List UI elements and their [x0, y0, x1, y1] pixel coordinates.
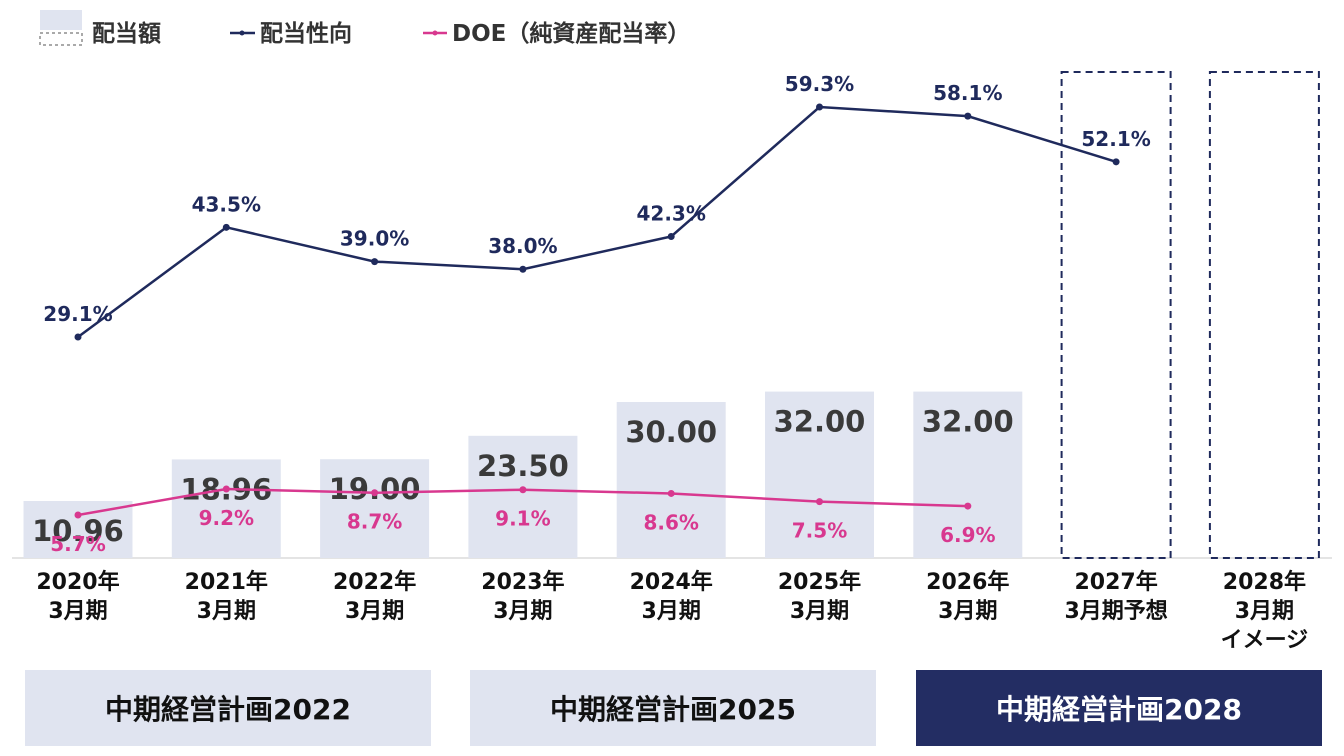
x-tick-label: 2026年 — [926, 569, 1009, 595]
doe-label: 8.7% — [347, 510, 402, 534]
doe-point — [816, 498, 823, 506]
legend-bar-swatch — [40, 10, 82, 30]
x-tick-label: 3月期 — [642, 599, 701, 624]
payout-ratio-label: 29.1% — [43, 302, 112, 326]
forecast-bar — [1060, 71, 1172, 559]
payout-ratio-point — [74, 333, 82, 341]
legend-dividend-label: 配当額 — [92, 20, 161, 47]
doe-label: 6.9% — [940, 523, 995, 547]
doe-point — [667, 489, 675, 497]
legend-payout-marker — [239, 30, 245, 36]
x-tick-label: イメージ — [1221, 628, 1309, 653]
payout-ratio-point — [519, 265, 527, 273]
x-tick-label: 2025年 — [778, 569, 861, 595]
doe-point — [519, 486, 527, 494]
doe-label: 8.6% — [643, 510, 698, 534]
payout-ratio-label: 38.0% — [488, 234, 557, 258]
x-tick-label: 3月期 — [345, 599, 404, 624]
x-tick-label: 2022年 — [333, 569, 416, 595]
dividend-value-label: 19.00 — [329, 472, 421, 506]
forecast-bar — [1208, 71, 1320, 559]
legend: 配当額 配当性向 DOE（純資産配当率） — [39, 10, 690, 47]
plan-box-2022: 中期経営計画2022 — [25, 670, 431, 746]
plan-box-2028: 中期経営計画2028 — [916, 670, 1322, 746]
x-tick-label: 2027年 — [1074, 569, 1157, 595]
payout-ratio-point — [667, 232, 675, 240]
x-tick-label: 3月期 — [493, 599, 552, 624]
payout-ratio-label: 42.3% — [637, 201, 706, 225]
payout-ratio-label: 58.1% — [933, 81, 1002, 105]
dividend-value-label: 32.00 — [922, 405, 1014, 439]
x-tick-label: 3月期 — [1235, 599, 1294, 624]
payout-ratio-label: 43.5% — [192, 192, 261, 216]
legend-forecast-swatch — [39, 32, 83, 46]
x-tick-label: 2023年 — [481, 569, 564, 595]
x-tick-label: 3月期 — [197, 599, 256, 624]
doe-label: 7.5% — [792, 519, 847, 543]
dividend-value-label: 23.50 — [477, 449, 569, 483]
doe-point — [371, 489, 379, 497]
payout-ratio-point — [816, 103, 823, 111]
legend-doe-label: DOE（純資産配当率） — [452, 20, 690, 47]
dividend-bar — [468, 435, 578, 558]
x-tick-label: 2028年 — [1223, 569, 1306, 595]
doe-point — [222, 485, 230, 493]
plan-box-2025: 中期経営計画2025 — [470, 670, 876, 746]
legend-doe-marker — [432, 30, 438, 36]
payout-ratio-point — [371, 258, 379, 266]
payout-ratio-label: 39.0% — [340, 227, 409, 251]
x-tick-label: 3月期予想 — [1064, 599, 1167, 624]
payout-ratio-line — [77, 105, 1117, 339]
payout-ratio-label: 52.1% — [1081, 127, 1150, 151]
doe-point — [964, 502, 972, 510]
x-tick-label: 2020年 — [36, 569, 119, 595]
x-tick-label: 2024年 — [630, 569, 713, 595]
x-tick-label: 3月期 — [48, 599, 107, 624]
x-tick-label: 2021年 — [185, 569, 268, 595]
doe-point — [74, 511, 82, 519]
x-tick-label: 3月期 — [938, 599, 997, 624]
dividend-bar — [765, 391, 874, 558]
dividend-value-label: 10.96 — [32, 514, 124, 548]
doe-label: 9.2% — [199, 506, 254, 530]
dividend-bar — [171, 459, 281, 558]
x-tick-label: 3月期 — [790, 599, 849, 624]
dividend-value-label: 30.00 — [625, 415, 717, 449]
dividend-bar — [616, 402, 726, 558]
dividend-bar — [913, 391, 1023, 558]
doe-label: 9.1% — [495, 507, 550, 531]
payout-ratio-point — [964, 112, 972, 120]
payout-ratio-label: 59.3% — [785, 72, 854, 96]
dividend-bar — [23, 501, 133, 558]
doe-label: 5.7% — [50, 532, 105, 556]
dividend-bar — [320, 459, 430, 558]
legend-payout-label: 配当性向 — [260, 20, 352, 47]
payout-ratio-point — [222, 223, 230, 231]
payout-ratio-point — [1112, 158, 1120, 166]
dividend-value-label: 32.00 — [774, 405, 866, 439]
